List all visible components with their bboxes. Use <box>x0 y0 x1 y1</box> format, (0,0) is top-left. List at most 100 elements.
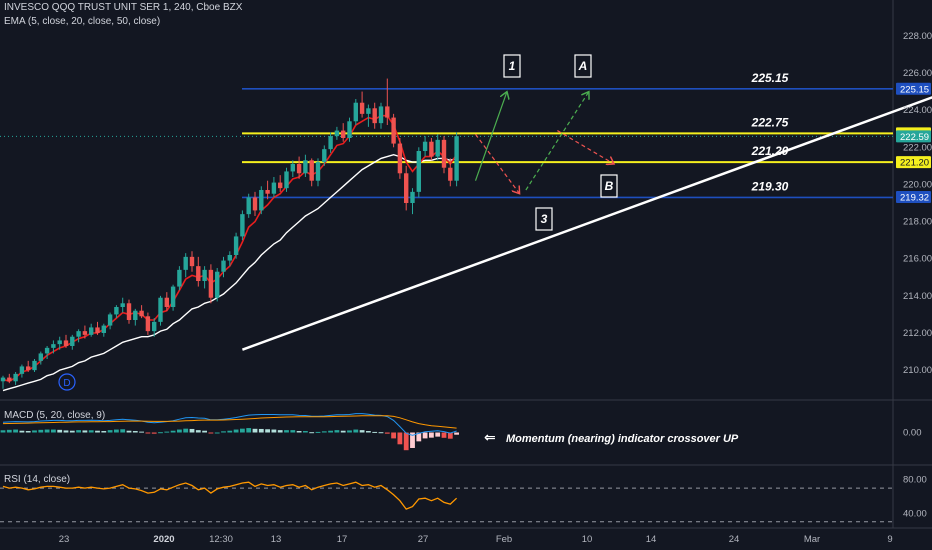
candle-body <box>347 121 352 138</box>
macd-histogram-bar <box>447 432 453 439</box>
macd-histogram-bar <box>82 430 88 433</box>
candle <box>429 138 434 161</box>
candle <box>278 175 283 192</box>
candle <box>322 145 327 166</box>
candle <box>353 99 358 125</box>
price-tick-label: 216.00 <box>903 254 932 265</box>
time-tick-label: 14 <box>646 534 657 545</box>
candle-body <box>429 141 434 157</box>
candle <box>448 158 453 187</box>
candle-body <box>290 164 295 172</box>
macd-histogram-bar <box>0 430 6 433</box>
price-tag-box <box>896 82 931 95</box>
candle-body <box>70 336 75 346</box>
candle-body <box>296 164 302 174</box>
macd-histogram-bar <box>290 430 296 433</box>
price-tag-box <box>896 130 931 143</box>
macd-histogram-bar <box>151 432 157 434</box>
macd-histogram-bar <box>145 432 151 434</box>
candle <box>82 325 88 339</box>
macd-histogram-bar <box>208 432 214 434</box>
dividend-marker[interactable]: D <box>58 373 76 391</box>
candle <box>0 375 6 389</box>
candle-body <box>120 303 125 307</box>
time-axis[interactable]: 23 2020 12:30 13 17 27 Feb 10 14 24 Mar 9 <box>59 534 893 545</box>
macd-histogram-bar <box>38 429 44 433</box>
candle <box>397 138 403 179</box>
candle <box>265 180 270 200</box>
candle-body <box>26 366 31 371</box>
trendline[interactable] <box>241 92 932 351</box>
scenario-box-frame <box>600 174 618 198</box>
macd-histogram-bar <box>120 429 126 433</box>
price-tick-label: 210.00 <box>903 365 932 376</box>
rsi-pane: 40.00 80.00 <box>0 475 927 523</box>
projection-arrows <box>474 92 615 194</box>
candle <box>221 256 226 278</box>
candle-body <box>51 344 56 348</box>
macd-histogram-bar <box>321 431 327 433</box>
candle <box>454 132 459 187</box>
candle <box>120 297 125 313</box>
macd-legend[interactable]: MACD (5, 20, close, 9) <box>4 410 106 421</box>
candle-body <box>359 102 365 114</box>
macd-histogram-bar <box>315 431 321 433</box>
macd-histogram-bar <box>158 432 163 434</box>
macd-histogram-bar <box>132 431 138 433</box>
candle <box>13 372 18 385</box>
candle-body <box>177 269 182 287</box>
scenario-box: 3 <box>535 207 553 231</box>
macd-histogram-bar <box>44 429 50 433</box>
macd-histogram-bar <box>13 429 18 433</box>
candle <box>202 266 207 289</box>
price-tag: 221.20 <box>896 156 931 169</box>
candle <box>422 136 428 157</box>
scenario-labels: 1 A B 3 <box>503 54 618 231</box>
rsi-legend[interactable]: RSI (14, close) <box>4 474 71 485</box>
macd-histogram-bar <box>164 431 170 433</box>
candle-body <box>240 214 245 237</box>
candle-body <box>38 353 43 361</box>
macd-histogram-bar <box>170 430 176 433</box>
symbol-title[interactable]: INVESCO QQQ TRUST UNIT SER 1, 240, Cboe … <box>4 2 243 13</box>
candle-body <box>448 167 453 181</box>
candle <box>252 191 258 216</box>
ema-legend[interactable]: EMA (5, close, 20, close, 50, close) <box>4 16 161 27</box>
candle <box>435 134 440 161</box>
candle-body <box>322 149 327 163</box>
time-tick-label: 23 <box>59 534 70 545</box>
macd-histogram-bar <box>328 430 333 433</box>
candle <box>290 160 295 177</box>
candle-body <box>196 266 201 281</box>
macd-histogram-bar <box>378 432 384 434</box>
candle-body <box>410 191 415 203</box>
price-axis[interactable]: 210.00 212.00 214.00 216.00 218.00 220.00 222.… <box>896 31 932 376</box>
price-tick-label: 220.00 <box>903 179 932 190</box>
macd-histogram-bar <box>227 430 233 433</box>
candle-body <box>82 331 88 335</box>
macd-histogram-bar <box>233 429 239 433</box>
candle-body <box>334 130 340 137</box>
candle <box>57 336 62 350</box>
candles <box>0 78 459 389</box>
candle <box>76 329 81 343</box>
candle <box>177 266 182 291</box>
projection-arrow <box>557 130 614 164</box>
candle-body <box>259 190 264 211</box>
scenario-box-label: A <box>578 59 588 73</box>
left-arrow-icon: ⇐ <box>484 430 496 446</box>
candle-body <box>215 271 220 298</box>
candle <box>372 102 377 129</box>
macd-histogram-bar <box>139 431 144 433</box>
macd-tick-label: 0.00 <box>903 428 922 439</box>
macd-histogram-bar <box>384 432 390 434</box>
candle-body <box>107 314 113 326</box>
candle-body <box>32 360 37 371</box>
candle <box>7 373 12 384</box>
scenario-box-frame <box>535 207 553 231</box>
candle-body <box>76 331 81 337</box>
macd-histogram-bar <box>252 428 258 433</box>
candle <box>227 251 232 267</box>
candle-body <box>233 236 239 255</box>
